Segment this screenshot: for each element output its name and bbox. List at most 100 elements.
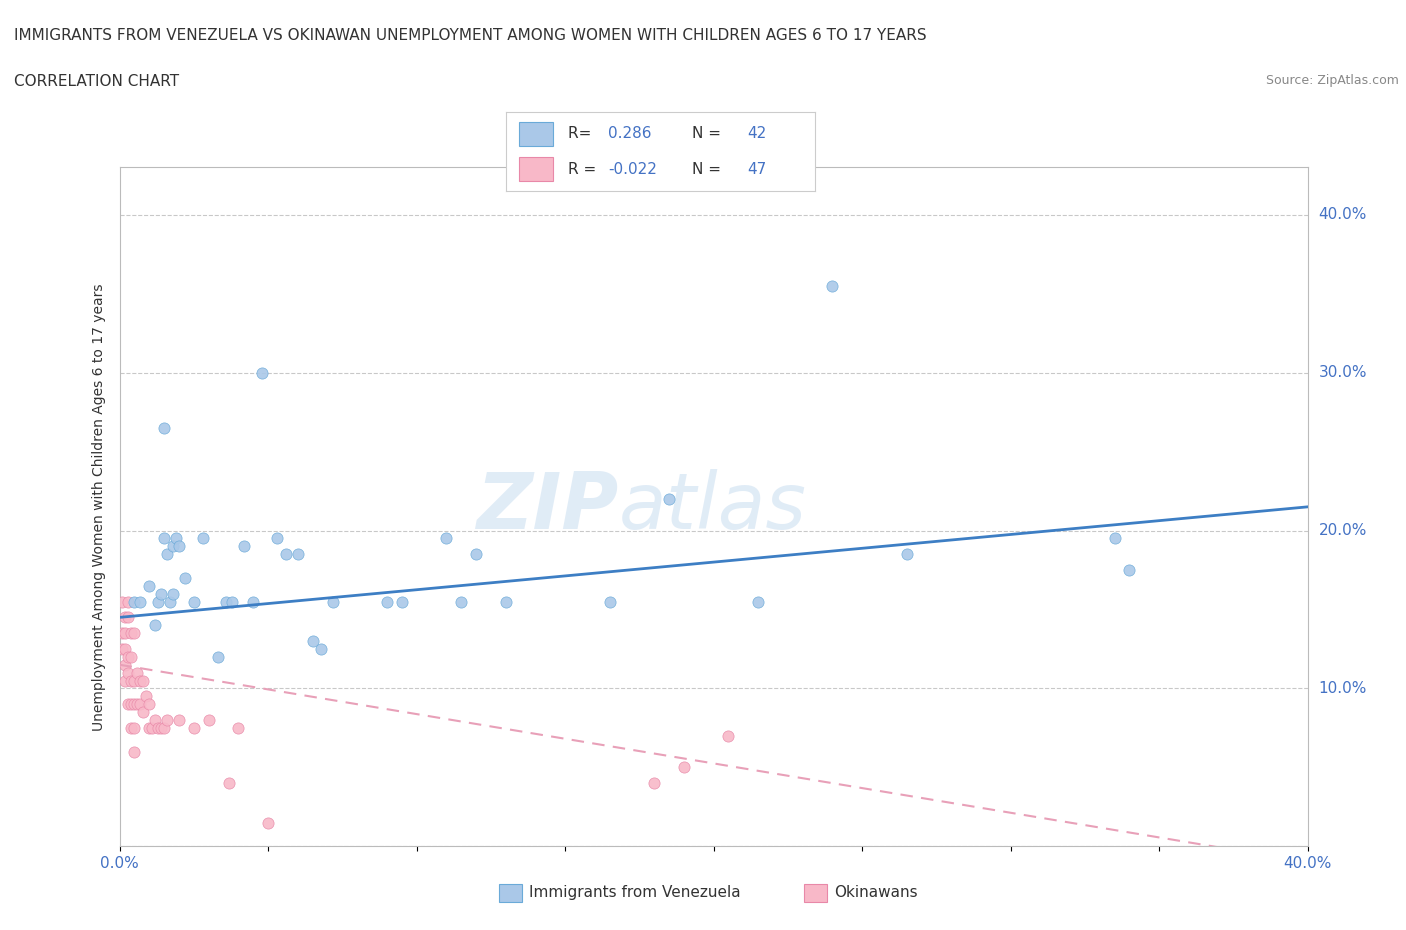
Point [120,721,142,736]
Point [135,689,157,704]
Point [215,594,238,609]
Point [495,594,517,609]
Point [150,721,173,736]
Text: N =: N = [692,126,725,141]
Point [464,547,486,562]
Text: Source: ZipAtlas.com: Source: ZipAtlas.com [1265,74,1399,87]
Text: 10.0%: 10.0% [1319,681,1367,696]
Point [242,594,264,609]
Text: Immigrants from Venezuela: Immigrants from Venezuela [529,885,741,900]
Point [114,673,136,688]
Point [322,594,344,609]
Point [218,776,240,790]
Point [143,712,166,727]
Point [138,697,160,711]
Point [1118,563,1140,578]
Text: -0.022: -0.022 [609,162,657,177]
Point [658,492,681,507]
Point [111,626,134,641]
Point [162,586,184,601]
Point [127,697,149,711]
Point [143,618,166,632]
Point [146,594,169,609]
Text: CORRELATION CHART: CORRELATION CHART [14,74,179,89]
Text: 42: 42 [748,126,766,141]
Point [391,594,413,609]
Point [159,594,181,609]
Point [120,626,142,641]
Text: 30.0%: 30.0% [1319,365,1367,380]
Point [165,531,187,546]
Point [207,649,229,664]
Point [124,626,146,641]
Point [111,594,134,609]
Point [896,547,918,562]
Point [821,278,844,293]
Text: ZIP: ZIP [477,469,619,545]
Point [156,547,179,562]
Text: 47: 47 [748,162,766,177]
FancyBboxPatch shape [519,157,553,181]
Point [287,547,309,562]
Point [672,760,695,775]
Point [114,626,136,641]
Point [132,673,155,688]
Text: IMMIGRANTS FROM VENEZUELA VS OKINAWAN UNEMPLOYMENT AMONG WOMEN WITH CHILDREN AGE: IMMIGRANTS FROM VENEZUELA VS OKINAWAN UN… [14,28,927,43]
Point [717,728,740,743]
Point [129,697,152,711]
Point [183,721,205,736]
Point [146,721,169,736]
Text: atlas: atlas [619,469,807,545]
Point [114,642,136,657]
Point [138,721,160,736]
Point [138,578,160,593]
Point [162,538,184,553]
Y-axis label: Unemployment Among Women with Children Ages 6 to 17 years: Unemployment Among Women with Children A… [91,283,105,731]
Text: N =: N = [692,162,725,177]
Point [129,673,152,688]
Text: 40.0%: 40.0% [1319,207,1367,222]
Point [114,658,136,672]
Point [643,776,665,790]
Text: R =: R = [568,162,596,177]
Point [221,594,243,609]
Point [120,697,142,711]
Point [434,531,457,546]
Point [124,697,146,711]
Text: 0.286: 0.286 [609,126,652,141]
Point [266,531,288,546]
Point [117,697,139,711]
Point [191,531,214,546]
Point [233,538,256,553]
Point [153,721,176,736]
Text: R=: R= [568,126,596,141]
Point [124,744,146,759]
Point [197,712,219,727]
Point [450,594,472,609]
Point [127,665,149,680]
Point [153,531,176,546]
Point [257,816,280,830]
Point [599,594,621,609]
Point [117,665,139,680]
Point [274,547,297,562]
Point [120,649,142,664]
Point [129,594,152,609]
Text: Okinawans: Okinawans [834,885,917,900]
Point [117,594,139,609]
Point [111,642,134,657]
Point [167,538,190,553]
Text: 20.0%: 20.0% [1319,523,1367,538]
Point [1104,531,1126,546]
Point [117,610,139,625]
Point [228,721,250,736]
Point [120,673,142,688]
Point [747,594,769,609]
Point [132,705,155,720]
Point [183,594,205,609]
Point [173,570,195,585]
Point [301,633,323,648]
Point [311,642,333,657]
Point [167,712,190,727]
Point [153,420,176,435]
